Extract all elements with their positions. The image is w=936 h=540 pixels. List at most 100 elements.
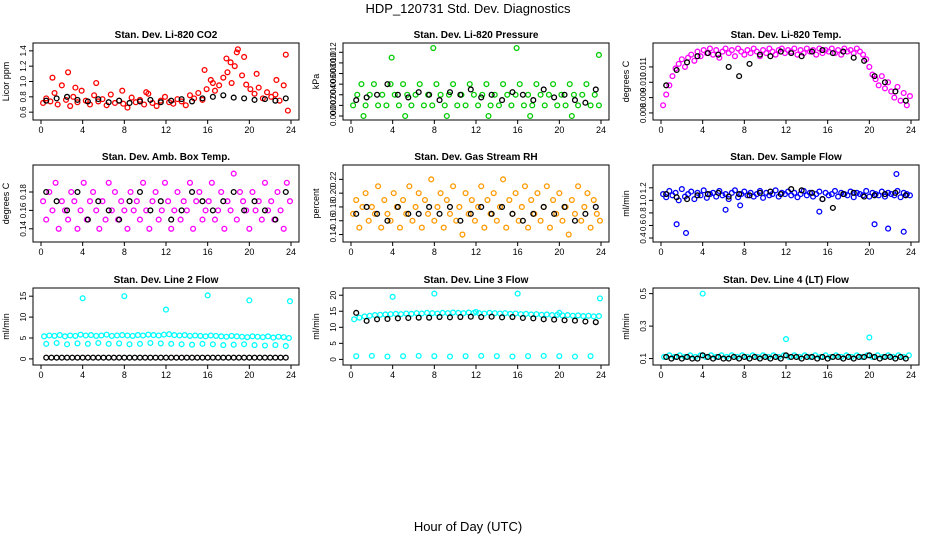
data-point-avg (220, 92, 227, 99)
data-point-avg (710, 355, 717, 362)
data-point-avg (209, 93, 216, 100)
data-point-raw (65, 216, 72, 223)
x-tick-label: 4 (80, 125, 85, 135)
data-point-avg (767, 53, 774, 60)
data-point-raw (227, 59, 234, 66)
y-tick-label: 0.1 (639, 352, 648, 364)
data-point-raw (541, 102, 548, 109)
y-tick-label: 0.20 (329, 185, 338, 201)
data-point-raw (713, 353, 720, 360)
data-point-raw (450, 183, 457, 190)
data-point-avg (457, 313, 464, 321)
data-point-raw (233, 216, 240, 223)
data-point-avg (683, 196, 691, 203)
data-point-avg (673, 194, 680, 201)
data-point-raw (55, 225, 62, 232)
data-point-raw (71, 198, 78, 205)
data-point-avg (866, 352, 873, 359)
data-point-avg (178, 96, 185, 103)
data-point-raw (388, 54, 395, 61)
data-point-raw (209, 79, 216, 87)
data-point-raw (375, 102, 382, 109)
data-point-avg (261, 96, 269, 103)
data-point-raw (390, 190, 397, 197)
data-point-raw (265, 333, 272, 340)
data-point-avg (861, 193, 868, 200)
data-point-raw (828, 191, 835, 198)
data-point-raw (356, 314, 363, 321)
data-point-raw (450, 309, 457, 316)
data-point-raw (93, 207, 100, 214)
data-point-avg (683, 59, 691, 66)
y-tick-label: 10 (329, 322, 338, 331)
data-point-raw (514, 290, 521, 297)
data-point-avg (426, 203, 433, 211)
data-point-raw (546, 224, 554, 231)
data-point-raw (177, 216, 184, 223)
panel-title: Stan. Dev. Li-820 Pressure (414, 30, 539, 41)
data-point-raw (108, 207, 115, 214)
data-point-raw (54, 101, 61, 108)
data-point-raw (593, 210, 600, 217)
data-point-raw (906, 93, 914, 100)
data-point-raw (52, 179, 59, 186)
panel-9: Stan. Dev. Line 4 (LT) Flow ml/min 0 4 8 12 16… (621, 275, 920, 380)
data-point-raw (402, 112, 409, 120)
data-point-raw (595, 313, 602, 320)
data-point-raw (666, 187, 673, 195)
data-point-raw (860, 51, 867, 58)
y-tick-label: 0.14 (19, 220, 28, 236)
data-point-raw (521, 183, 529, 190)
data-point-raw (462, 102, 469, 109)
panel-title: Stan. Dev. Gas Stream RH (414, 152, 537, 163)
data-point-avg (363, 94, 370, 101)
data-point-avg (199, 354, 206, 361)
data-point-raw (49, 207, 56, 214)
y-tick-label: 0.6 (639, 219, 648, 231)
data-point-raw (753, 191, 760, 198)
y-tick-label: 1.4 (19, 45, 28, 57)
data-point-raw (853, 189, 860, 196)
data-point-raw (166, 331, 173, 338)
data-point-avg (824, 355, 831, 362)
data-point-avg (788, 186, 795, 193)
data-points (350, 45, 602, 120)
data-point-raw (591, 91, 598, 98)
x-tick-label: 12 (781, 125, 791, 135)
data-point-avg (188, 188, 196, 196)
data-point-avg (131, 354, 138, 361)
data-point-avg (230, 94, 237, 101)
data-point-avg (43, 97, 50, 104)
data-point-avg (829, 50, 836, 57)
data-point-avg (157, 99, 164, 106)
data-point-avg (704, 191, 711, 198)
data-point-avg (353, 210, 360, 217)
y-tick-label: 0.5 (639, 288, 648, 300)
data-point-raw (193, 198, 200, 205)
data-point-raw (86, 198, 94, 205)
data-point-raw (556, 353, 563, 360)
data-point-raw (238, 333, 246, 340)
data-point-raw (103, 331, 110, 338)
data-point-raw (182, 102, 189, 109)
data-point-avg (199, 198, 206, 205)
data-point-raw (145, 331, 152, 338)
data-point-avg (267, 354, 274, 361)
data-point-raw (246, 297, 253, 304)
data-point-raw (53, 339, 60, 347)
data-point-raw (537, 91, 544, 98)
data-point-raw (384, 353, 391, 360)
data-point-raw (203, 86, 210, 93)
data-point-raw (537, 217, 544, 224)
data-point-avg (58, 354, 65, 361)
data-point-raw (95, 339, 102, 347)
data-point-avg (272, 97, 279, 104)
data-point-raw (136, 216, 144, 223)
data-point-raw (681, 353, 689, 360)
data-point-raw (238, 72, 246, 79)
data-point-raw (258, 216, 265, 223)
data-point-avg (272, 354, 279, 361)
data-point-raw (710, 51, 717, 58)
panel-title: Stan. Dev. Li-820 CO2 (115, 30, 218, 41)
data-point-avg (426, 314, 433, 321)
